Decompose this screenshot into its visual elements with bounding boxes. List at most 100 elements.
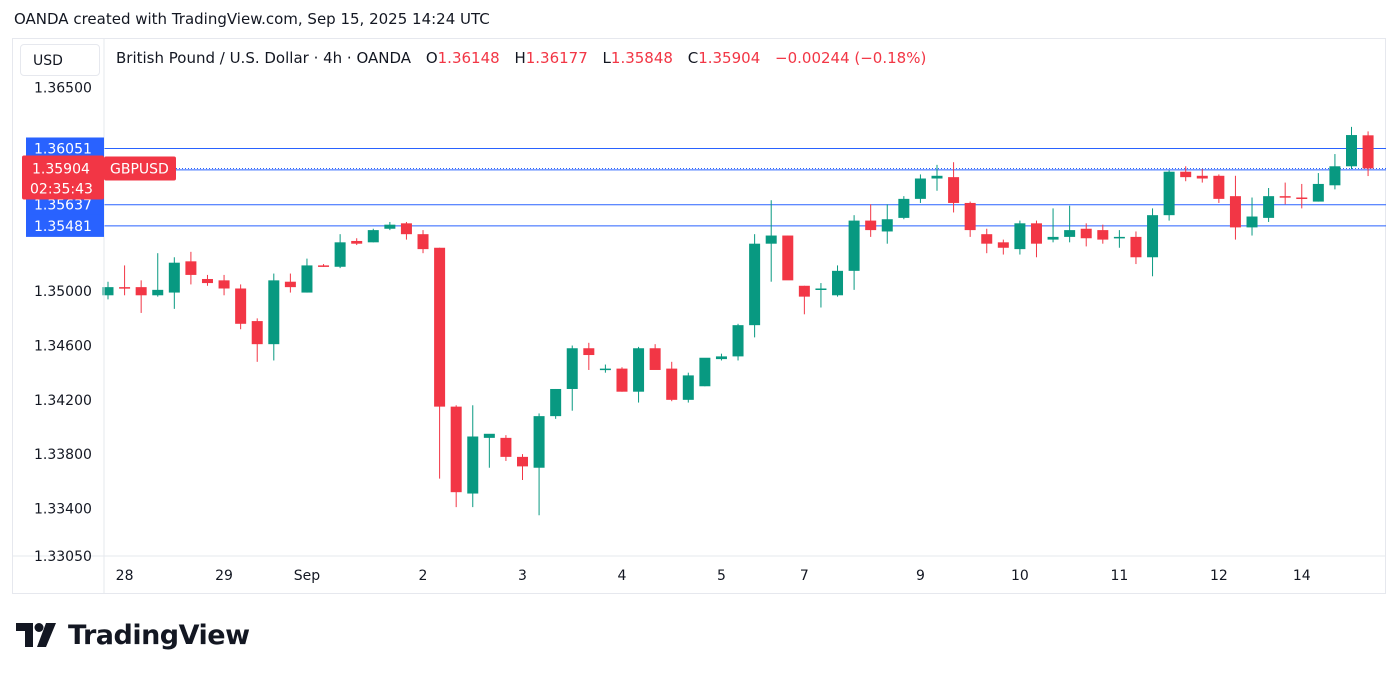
candle[interactable] xyxy=(367,228,379,243)
candle[interactable] xyxy=(334,234,346,269)
candle[interactable] xyxy=(284,273,296,293)
candle[interactable] xyxy=(268,273,280,361)
candle[interactable] xyxy=(1329,154,1341,190)
candle-body xyxy=(616,368,628,392)
candle[interactable] xyxy=(583,342,595,370)
candle[interactable] xyxy=(1362,131,1374,177)
candle-body xyxy=(550,388,562,417)
time-tick-label: 14 xyxy=(1293,568,1311,584)
candle[interactable] xyxy=(1263,188,1275,222)
candle[interactable] xyxy=(599,364,611,373)
candle[interactable] xyxy=(1097,224,1109,244)
candle[interactable] xyxy=(898,196,910,220)
candle-body xyxy=(749,243,761,326)
candle[interactable] xyxy=(400,221,412,240)
price-line-value: 1.35637 xyxy=(34,198,92,214)
candle[interactable] xyxy=(1346,126,1357,169)
candle[interactable] xyxy=(517,454,528,480)
candle[interactable] xyxy=(997,239,1009,255)
candle[interactable] xyxy=(616,367,628,392)
candle[interactable] xyxy=(832,265,844,297)
candle[interactable] xyxy=(467,405,479,508)
candle[interactable] xyxy=(914,174,926,203)
price-tick-label: 1.34600 xyxy=(34,339,92,355)
candle[interactable] xyxy=(1279,182,1291,205)
candle[interactable] xyxy=(1014,220,1026,255)
price-line-label[interactable]: 1.36051 xyxy=(26,137,104,160)
low-value: 1.35848 xyxy=(610,49,673,67)
candle[interactable] xyxy=(865,204,877,237)
candle[interactable] xyxy=(251,318,263,362)
candle-body xyxy=(384,224,396,229)
candle[interactable] xyxy=(1163,170,1175,221)
candle[interactable] xyxy=(351,238,363,246)
candle[interactable] xyxy=(699,357,711,387)
candle[interactable] xyxy=(1180,166,1192,182)
candle[interactable] xyxy=(201,274,213,286)
candle[interactable] xyxy=(715,353,727,361)
candle[interactable] xyxy=(633,346,645,403)
candle-body xyxy=(201,278,213,284)
last-price-label: 1.35904 02:35:43 GBPUSD xyxy=(22,155,176,200)
currency-button[interactable]: USD xyxy=(20,44,100,76)
candle[interactable] xyxy=(1064,205,1076,243)
candle[interactable] xyxy=(1080,223,1092,247)
candle[interactable] xyxy=(168,257,180,309)
candle[interactable] xyxy=(815,283,827,308)
candle[interactable] xyxy=(798,285,810,315)
candle[interactable] xyxy=(981,228,993,254)
candle[interactable] xyxy=(782,235,794,281)
candle[interactable] xyxy=(948,162,960,213)
high-value: 1.36177 xyxy=(525,49,588,67)
candle[interactable] xyxy=(1147,208,1159,277)
candle[interactable] xyxy=(152,253,164,297)
candle[interactable] xyxy=(533,413,545,516)
candle[interactable] xyxy=(732,323,744,361)
candle[interactable] xyxy=(301,258,313,293)
candle[interactable] xyxy=(384,221,396,231)
time-tick-label: Sep xyxy=(294,568,321,584)
candle-body xyxy=(599,368,611,371)
candle[interactable] xyxy=(1296,183,1308,209)
candle[interactable] xyxy=(1113,230,1125,248)
candle[interactable] xyxy=(666,361,678,402)
candle[interactable] xyxy=(434,247,446,479)
candle[interactable] xyxy=(1312,173,1324,202)
symbol-title[interactable]: British Pound / U.S. Dollar · 4h · OANDA xyxy=(116,49,412,67)
candle[interactable] xyxy=(218,274,230,296)
candle[interactable] xyxy=(550,388,562,419)
candle[interactable] xyxy=(119,265,131,296)
candle[interactable] xyxy=(931,164,943,191)
candle[interactable] xyxy=(417,230,429,254)
candle[interactable] xyxy=(964,201,976,237)
candle[interactable] xyxy=(749,234,761,338)
tradingview-logo[interactable]: TradingView xyxy=(16,618,250,652)
candle[interactable] xyxy=(881,204,893,244)
candle[interactable] xyxy=(318,264,330,267)
candle-body xyxy=(102,287,114,296)
candle[interactable] xyxy=(483,433,495,468)
candle[interactable] xyxy=(235,284,247,330)
candle[interactable] xyxy=(1213,174,1225,203)
candle[interactable] xyxy=(848,215,860,290)
candle[interactable] xyxy=(1229,175,1241,240)
candle[interactable] xyxy=(682,372,694,403)
candle[interactable] xyxy=(765,200,777,282)
candle[interactable] xyxy=(566,345,578,411)
candle[interactable] xyxy=(1130,231,1142,265)
candle[interactable] xyxy=(1196,169,1208,183)
candle[interactable] xyxy=(1030,220,1042,258)
price-line-label[interactable]: 1.35481 xyxy=(26,214,104,237)
candle[interactable] xyxy=(450,405,462,508)
candle[interactable] xyxy=(135,280,147,313)
candle[interactable] xyxy=(185,251,197,285)
candle[interactable] xyxy=(1246,197,1258,236)
candle[interactable] xyxy=(1047,208,1059,243)
candle-body xyxy=(948,177,960,203)
candle[interactable] xyxy=(649,344,661,370)
candle[interactable] xyxy=(500,435,512,461)
candle-body xyxy=(1329,166,1341,186)
candle-body xyxy=(1047,236,1059,240)
candle[interactable] xyxy=(102,281,114,300)
